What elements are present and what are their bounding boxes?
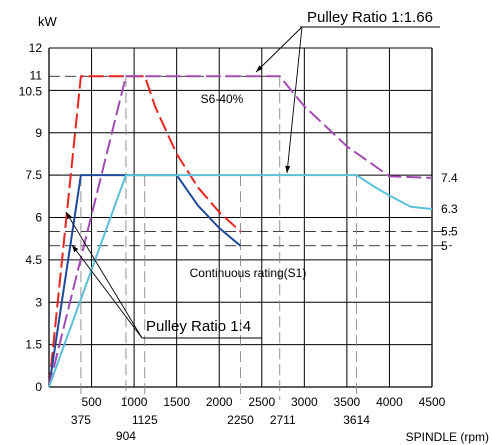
right-value-label: 5.5	[441, 225, 458, 239]
y-axis-label: kW	[38, 14, 58, 29]
y-tick-label: 6	[35, 211, 42, 225]
series-line-3	[48, 75, 433, 388]
reference-lines	[49, 75, 452, 400]
x-axis-label: SPINDLE (rpm)	[406, 430, 489, 444]
x-tick-label-ref: 1125	[132, 413, 158, 427]
pulley-1-4-leader-a-head	[66, 212, 72, 220]
pulley-1-4-leader-b-head	[72, 245, 79, 253]
y-tick-label: 12	[29, 41, 43, 55]
x-tick-label: 3000	[291, 395, 318, 409]
labels: 0 1.5 3 4.5 6 7.5 9 10.5 11 12 500 1000 1500 2000 2500…	[19, 9, 489, 444]
y-tick-label: 1.5	[25, 338, 42, 352]
x-tick-label: 1500	[163, 395, 190, 409]
x-tick-label: 500	[82, 395, 102, 409]
y-tick-label: 0	[35, 380, 42, 394]
x-tick-label-ref: 904	[116, 429, 136, 443]
right-value-label: 5	[441, 239, 448, 253]
pulley-ratio-1-166-label: Pulley Ratio 1:1.66	[307, 9, 433, 26]
right-value-label: 7.4	[441, 171, 458, 185]
x-tick-label: 1000	[121, 395, 148, 409]
y-tick-label: 11	[30, 68, 43, 82]
series-line-2	[48, 174, 242, 388]
x-tick-label: 2000	[206, 395, 233, 409]
y-tick-label: 7.5	[25, 168, 42, 182]
series-line-1	[48, 75, 242, 388]
s1-label: Continuous rating(S1)	[190, 266, 307, 280]
y-tick-label: 4.5	[25, 253, 42, 267]
x-tick-label: 4500	[419, 395, 446, 409]
pulley-1-4-leader-a	[65, 211, 143, 339]
x-tick-label-ref: 2711	[270, 413, 296, 427]
series-line-4	[48, 174, 433, 388]
pulley-1-166-leader-b	[286, 26, 303, 174]
x-tick-label: 3500	[334, 395, 361, 409]
x-tick-label: 2500	[248, 395, 275, 409]
y-tick-label: 9	[35, 126, 42, 140]
annotation-leaders	[65, 26, 440, 339]
x-tick-label: 4000	[376, 395, 403, 409]
y-tick-label: 10.5	[19, 84, 43, 98]
pulley-1-166-leader-a-head	[256, 65, 263, 72]
series-lines	[48, 75, 433, 388]
pulley-1-166-leader-a	[255, 26, 303, 73]
pulley-1-166-leader-b-head	[285, 165, 291, 173]
x-tick-label-ref: 2250	[227, 413, 254, 427]
x-tick-label-ref: 3614	[343, 413, 370, 427]
x-tick-label-ref: 375	[71, 413, 91, 427]
pulley-ratio-1-4-label: Pulley Ratio 1:4	[146, 318, 251, 335]
pulley-1-4-leader-b	[71, 244, 143, 339]
right-value-label: 6.3	[441, 202, 458, 216]
y-tick-label: 3	[35, 295, 42, 309]
s6-label: S6-40%	[201, 92, 244, 106]
